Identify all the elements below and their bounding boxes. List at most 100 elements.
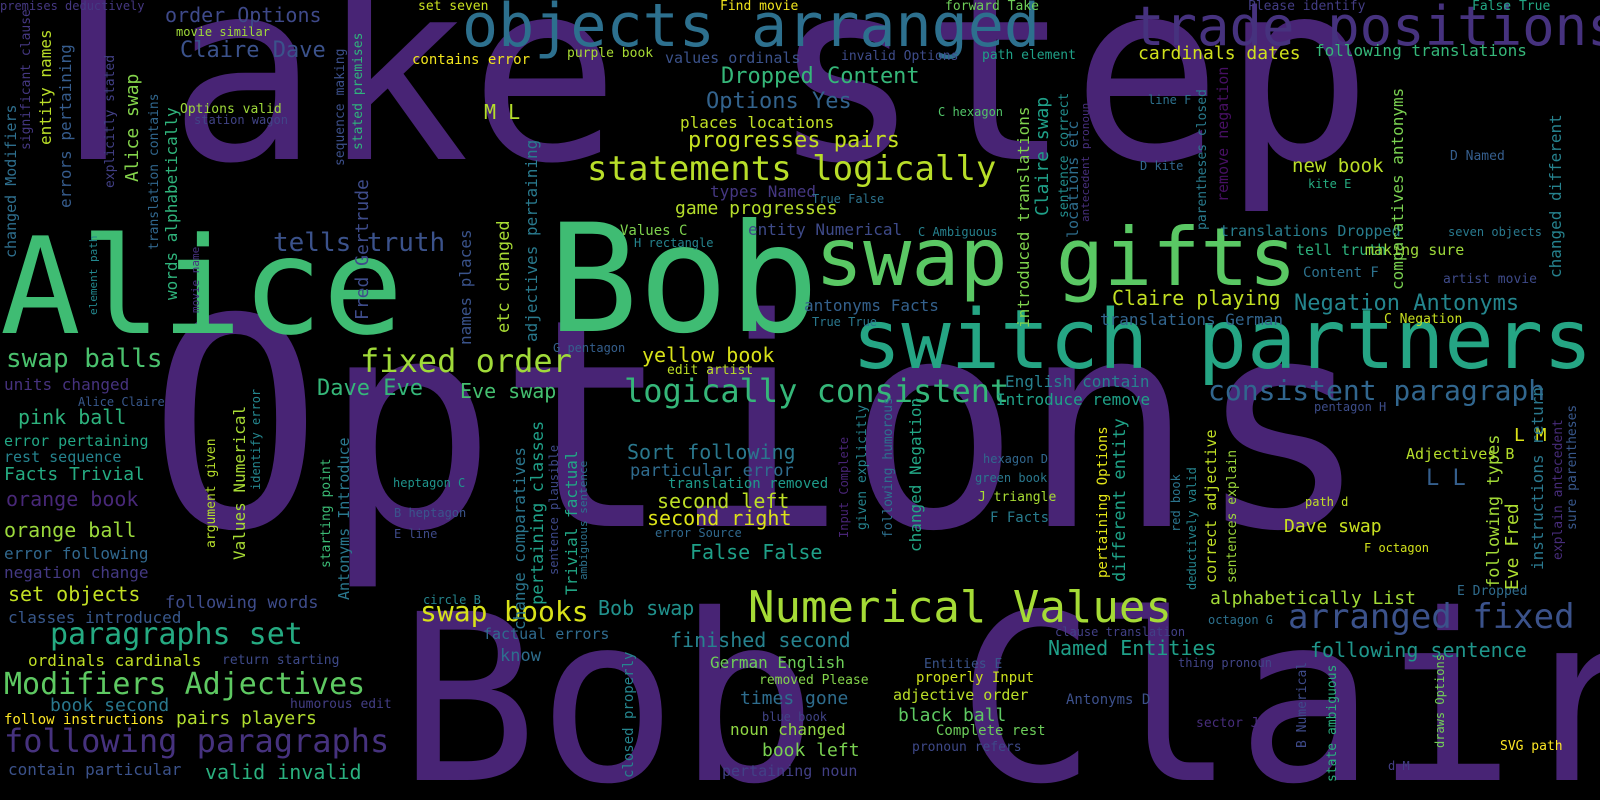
word-following-paragraphs: following paragraphs <box>4 722 390 760</box>
word-times-gone: times gone <box>740 688 849 709</box>
word-finished-second: finished second <box>670 628 851 652</box>
word-l-l: L L <box>1426 466 1466 491</box>
word-g-pentagon: G pentagon <box>553 341 626 355</box>
word-properly-input: properly Input <box>916 670 1035 686</box>
word-fred-gertrude: Fred Gertrude <box>352 179 373 320</box>
word-closed-properly: closed properly <box>621 651 637 778</box>
word-d-named: D Named <box>1450 149 1505 164</box>
word-valid-invalid: valid invalid <box>205 760 362 784</box>
word-error-pertaining: error pertaining <box>4 432 149 450</box>
word-antecedent-pronoun: antecedent pronoun <box>1079 102 1092 222</box>
word-words-alphabetically: words alphabetically <box>162 107 181 300</box>
word-logically-consistent: logically consistent <box>624 372 1010 410</box>
word-station-wagon: station wagon <box>194 113 288 127</box>
word-claire-playing: Claire playing <box>1112 286 1281 310</box>
word-octagon-g: octagon G <box>1208 613 1274 627</box>
word-introduce-remove: Introduce remove <box>996 390 1151 409</box>
word-negation-antonyms: Negation Antonyms <box>1294 291 1520 316</box>
word-english-contain: English contain <box>1005 372 1150 391</box>
word-claire-swap: Claire swap <box>1032 96 1053 216</box>
word-set-seven: set seven <box>418 0 489 14</box>
word-blue-book: blue book <box>762 710 828 724</box>
word-b-numerical: B Numerical <box>1295 661 1310 748</box>
word-green-book: green book <box>975 471 1048 485</box>
word-pertaining-options: pertaining Options <box>1095 426 1111 578</box>
word-h-rectangle: H rectangle <box>634 236 714 250</box>
word-switch-partners: switch partners <box>852 293 1593 388</box>
word-trade-positions: trade positions <box>1132 0 1600 58</box>
word-take-step: Take step <box>18 0 1373 218</box>
word-consistent-paragraph: consistent paragraph <box>1208 374 1546 407</box>
word-e-dropped: E Dropped <box>1457 584 1528 599</box>
word-red-book: red book <box>1169 474 1183 532</box>
word-values-numerical: Values Numerical <box>230 405 249 560</box>
word-factual-errors: factual errors <box>483 625 610 643</box>
word-invalid-options: invalid Options <box>841 49 959 64</box>
word-antonyms-d: Antonyms D <box>1066 692 1151 708</box>
word-antonyms-introduce: Antonyms Introduce <box>335 437 353 600</box>
word-changed-negation: changed Negation <box>906 397 925 552</box>
word-clause-translation: clause translation <box>1055 625 1186 639</box>
word-fixed-order: fixed order <box>360 342 572 380</box>
word-pertaining-noun: pertaining noun <box>722 762 858 780</box>
word-pertaining-classes: pertaining classes <box>528 420 548 605</box>
word-swap-books: swap books <box>420 595 589 628</box>
word-adjectives-b: Adjectives B <box>1406 445 1515 463</box>
word-values-c: Values C <box>620 223 688 239</box>
word-f-octagon: F octagon <box>1364 541 1430 555</box>
word-set-objects: set objects <box>8 582 141 606</box>
word-making-sure: making sure <box>1365 241 1465 259</box>
word-named-entities: Named Entities <box>1048 636 1217 660</box>
word-contains-error: contains error <box>412 52 531 68</box>
word-dropped-content: Dropped Content <box>721 64 920 89</box>
word-c-ambiguous: C Ambiguous <box>918 225 998 239</box>
word-thing-pronoun: thing pronoun <box>1178 656 1272 670</box>
word-true-true: True True <box>812 315 878 329</box>
word-return-starting: return starting <box>222 653 340 668</box>
word-book-left: book left <box>762 740 860 761</box>
word-correct-adjective: correct adjective <box>1202 429 1220 583</box>
word-tells-truth: tells truth <box>273 228 446 258</box>
word-swap-gifts: swap gifts <box>815 211 1297 304</box>
word-following-translations: following translations <box>1315 41 1527 60</box>
word-translations-dropped: translations Dropped <box>1220 222 1401 240</box>
word-forward-take: forward Take <box>945 0 1039 14</box>
word-swap-balls: swap balls <box>6 344 163 374</box>
word-progresses-pairs: progresses pairs <box>688 128 900 153</box>
word-seven-objects: seven objects <box>1448 225 1542 239</box>
word-e-line: E line <box>394 527 438 541</box>
word-false-true: False True <box>1472 0 1551 14</box>
word-kite-e: kite E <box>1308 177 1352 191</box>
word-draws-options: draws Options <box>1433 654 1447 748</box>
word-argument-given: argument given <box>204 438 219 548</box>
word-sort-following: Sort following <box>627 440 796 464</box>
word-significant-clause: significant clause <box>19 9 34 150</box>
word-arranged-fixed: arranged fixed <box>1288 597 1575 637</box>
word-bob-claire: Bob Claire <box>398 565 1600 800</box>
word-follow-instructions: follow instructions <box>4 712 165 728</box>
word-pentagon-h: pentagon H <box>1314 400 1387 414</box>
word-rest-sequence: rest sequence <box>4 448 122 466</box>
word-m-l: M L <box>484 100 521 124</box>
word-hexagon-d: hexagon D <box>983 452 1049 466</box>
word-line-f: line F <box>1148 93 1192 107</box>
word-facts-trivial: Facts Trivial <box>4 464 145 485</box>
word-sequence-making: sequence making <box>333 48 348 166</box>
word-starting-point: starting point <box>319 458 334 568</box>
word-bob-swap: Bob swap <box>598 596 695 620</box>
word-entity-numerical: entity Numerical <box>748 220 903 239</box>
word-negation-change: negation change <box>4 563 149 582</box>
word-pairs-players: pairs players <box>176 708 317 729</box>
word-game-progresses: game progresses <box>675 198 838 219</box>
word-translations-german: translations German <box>1100 310 1284 329</box>
word-types-named: types Named <box>710 182 816 201</box>
word-units-changed: units changed <box>4 375 130 394</box>
word-remove-negation: remove negation <box>1214 66 1232 202</box>
word-c-hexagon: C hexagon <box>938 105 1004 119</box>
word-statements-logically: statements logically <box>587 149 997 189</box>
word-contain-particular: contain particular <box>8 760 182 779</box>
word-eve-swap: Eve swap <box>460 379 557 403</box>
word-artist-movie: artist movie <box>1443 272 1537 287</box>
word-german-english: German English <box>710 653 845 672</box>
word-state-ambiguous: state ambiguous <box>1325 664 1340 782</box>
